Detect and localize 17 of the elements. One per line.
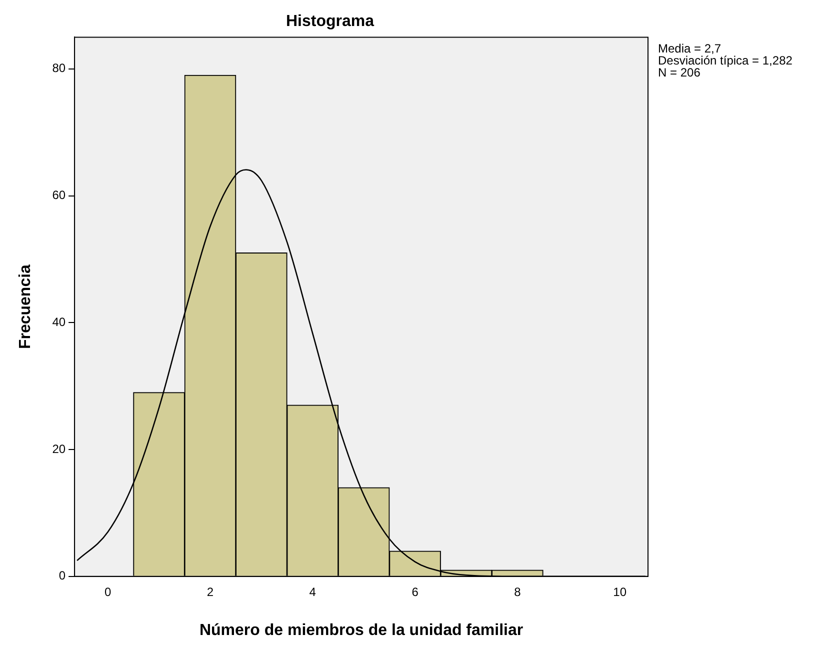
chart-title: Histograma xyxy=(286,13,374,30)
x-tick-label: 10 xyxy=(613,584,627,599)
x-tick-label: 2 xyxy=(206,584,214,599)
y-tick-label: 40 xyxy=(52,314,66,329)
x-tick-label: 0 xyxy=(104,584,112,599)
text: Desviación típica = 1,282 xyxy=(658,54,793,68)
y-tick-label: 20 xyxy=(52,442,66,456)
x-axis-title: Número de miembros de la unidad familiar xyxy=(199,622,524,639)
y-tick-label: 0 xyxy=(58,568,66,583)
y-tick-label: 80 xyxy=(52,61,66,76)
x-tick-label: 8 xyxy=(514,584,522,599)
text: Media = 2,7 xyxy=(658,42,722,56)
y-tick-label: 60 xyxy=(52,188,66,202)
y-axis-title: Frecuencia xyxy=(17,264,34,350)
x-tick-label: 6 xyxy=(412,584,419,599)
x-tick-label: 4 xyxy=(309,584,316,599)
text: N = 206 xyxy=(658,66,701,80)
